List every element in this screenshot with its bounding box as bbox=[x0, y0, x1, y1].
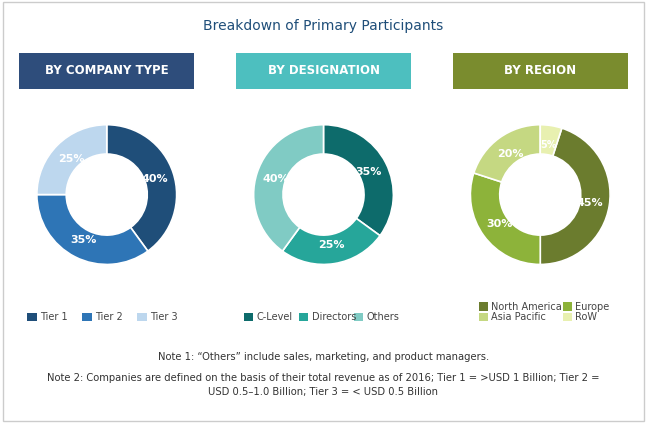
Wedge shape bbox=[283, 218, 380, 264]
Text: 25%: 25% bbox=[58, 154, 84, 164]
Text: 25%: 25% bbox=[318, 239, 345, 250]
Text: 35%: 35% bbox=[71, 235, 97, 245]
Wedge shape bbox=[254, 125, 324, 251]
Text: 40%: 40% bbox=[142, 174, 168, 184]
Text: 45%: 45% bbox=[577, 198, 604, 208]
Text: Asia Pacific: Asia Pacific bbox=[491, 312, 546, 322]
Wedge shape bbox=[470, 173, 540, 264]
Wedge shape bbox=[107, 125, 177, 251]
Text: BY DESIGNATION: BY DESIGNATION bbox=[267, 64, 380, 77]
Text: C-Level: C-Level bbox=[256, 312, 292, 322]
Text: Others: Others bbox=[366, 312, 399, 322]
Text: RoW: RoW bbox=[575, 312, 597, 322]
Wedge shape bbox=[324, 125, 393, 236]
Wedge shape bbox=[540, 128, 610, 264]
Text: Tier 1: Tier 1 bbox=[40, 312, 67, 322]
Wedge shape bbox=[37, 195, 148, 264]
Text: Breakdown of Primary Participants: Breakdown of Primary Participants bbox=[203, 19, 444, 33]
Text: 35%: 35% bbox=[355, 167, 382, 176]
Text: 5%: 5% bbox=[540, 140, 556, 150]
Text: 30%: 30% bbox=[486, 220, 512, 229]
Text: BY COMPANY TYPE: BY COMPANY TYPE bbox=[45, 64, 169, 77]
Text: Tier 3: Tier 3 bbox=[150, 312, 177, 322]
Text: North America: North America bbox=[491, 302, 562, 312]
Text: Note 2: Companies are defined on the basis of their total revenue as of 2016; Ti: Note 2: Companies are defined on the bas… bbox=[47, 373, 600, 397]
Text: 20%: 20% bbox=[497, 148, 523, 159]
Text: Note 1: “Others” include sales, marketing, and product managers.: Note 1: “Others” include sales, marketin… bbox=[158, 352, 489, 363]
Text: Europe: Europe bbox=[575, 302, 609, 312]
Text: Tier 2: Tier 2 bbox=[95, 312, 122, 322]
Text: BY REGION: BY REGION bbox=[504, 64, 576, 77]
Wedge shape bbox=[540, 125, 562, 156]
Text: 40%: 40% bbox=[262, 174, 289, 184]
Wedge shape bbox=[37, 125, 107, 195]
Text: Directors: Directors bbox=[312, 312, 356, 322]
Wedge shape bbox=[474, 125, 540, 182]
